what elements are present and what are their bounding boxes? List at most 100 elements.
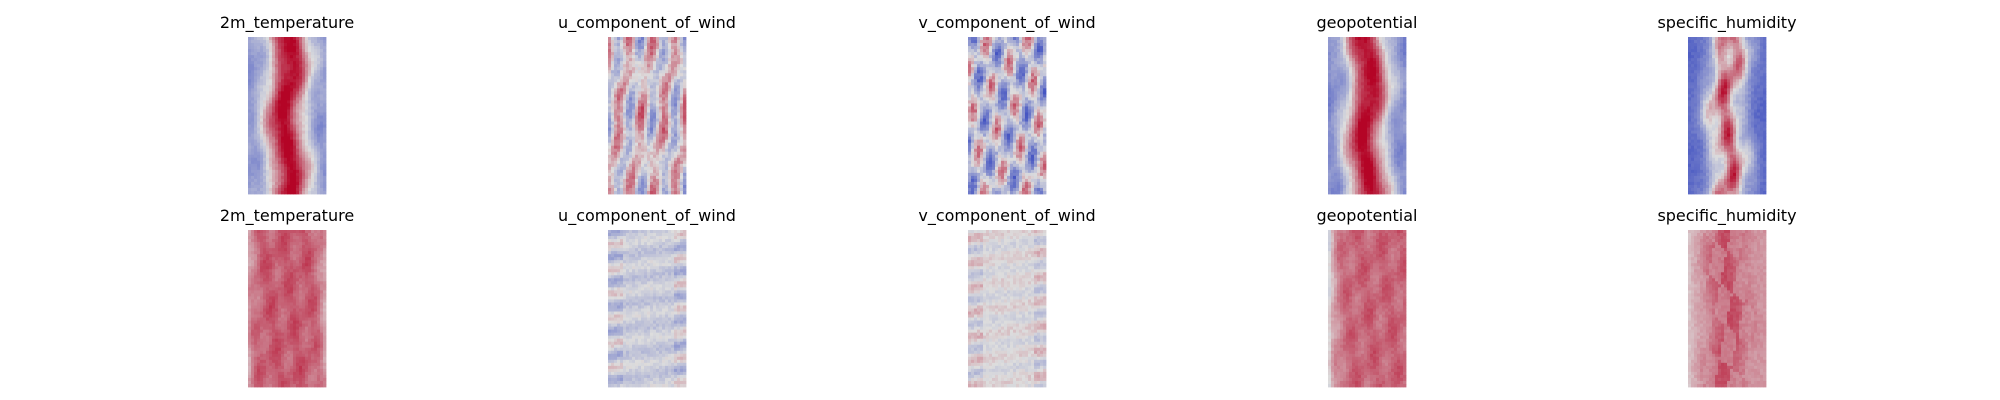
heatmap-cell (641, 130, 645, 135)
heatmap-cell (683, 40, 687, 44)
heatmap-cell (1013, 58, 1017, 62)
heatmap-cell (1001, 79, 1005, 83)
heatmap-cell (1379, 70, 1383, 74)
heatmap-cell (284, 109, 288, 113)
heatmap-cell (1397, 91, 1401, 95)
heatmap-cell (653, 85, 657, 89)
heatmap-cell (296, 94, 300, 98)
heatmap-cell (1391, 73, 1395, 77)
heatmap-cell (629, 115, 633, 119)
heatmap-cell (278, 106, 282, 110)
heatmap-cell (611, 106, 615, 110)
heatmap-cell (317, 88, 321, 92)
heatmap-cell (254, 124, 258, 128)
heatmap-cell (1334, 124, 1338, 128)
heatmap-cell (278, 49, 282, 53)
heatmap-cell (1019, 37, 1023, 41)
heatmap-cell (284, 130, 288, 135)
heatmap-cell (1343, 52, 1347, 56)
heatmap-cell (983, 157, 987, 162)
heatmap-cell (1346, 58, 1350, 62)
heatmap-cell (1352, 82, 1356, 86)
heatmap-cell (1334, 142, 1338, 147)
heatmap-cell (656, 151, 660, 156)
heatmap-cell (1040, 73, 1044, 77)
heatmap-cell (1022, 70, 1026, 74)
heatmap-cell (968, 37, 972, 41)
heatmap-cell (1340, 79, 1344, 83)
heatmap-cell (1340, 76, 1344, 80)
heatmap-cell (1394, 112, 1398, 116)
heatmap-cell (635, 169, 639, 174)
heatmap-cell (656, 79, 660, 83)
heatmap-cell (320, 103, 324, 107)
heatmap-cell (653, 94, 657, 98)
heatmap-cell (671, 64, 675, 68)
heatmap-cell (278, 40, 282, 44)
heatmap-cell (638, 91, 642, 95)
heatmap-cell (983, 79, 987, 83)
heatmap-cell (653, 187, 657, 192)
heatmap-cell (974, 79, 978, 83)
heatmap-cell (278, 124, 282, 128)
heatmap-cell (971, 169, 975, 174)
heatmap-cell (251, 43, 255, 47)
heatmap-cell (275, 124, 279, 128)
heatmap-cell (290, 154, 294, 159)
heatmap-cell (323, 151, 327, 156)
heatmap-cell (251, 145, 255, 150)
heatmap-cell (974, 172, 978, 177)
heatmap-cell (680, 187, 684, 192)
heatmap-cell (320, 43, 324, 47)
heatmap-cell (266, 127, 270, 131)
heatmap-cell (632, 73, 636, 77)
heatmap-cell (1367, 130, 1371, 135)
heatmap-cell (296, 58, 300, 62)
heatmap-cell (1382, 82, 1386, 86)
heatmap-cell (323, 94, 327, 98)
heatmap-cell (992, 79, 996, 83)
heatmap-cell (980, 37, 984, 41)
heatmap-cell (1031, 85, 1035, 89)
heatmap-cell (656, 148, 660, 153)
heatmap-cell (656, 130, 660, 135)
heatmap-cell (617, 49, 621, 53)
heatmap-cell (611, 145, 615, 150)
heatmap-cell (1358, 100, 1362, 104)
heatmap-cell (1328, 82, 1332, 86)
heatmap-cell (647, 157, 651, 162)
heatmap-cell (320, 88, 324, 92)
heatmap-cell (983, 142, 987, 147)
heatmap-cell (1022, 151, 1026, 156)
heatmap-cell (299, 88, 303, 92)
heatmap-cell (671, 40, 675, 44)
heatmap-cell (629, 52, 633, 56)
heatmap-cell (620, 58, 624, 62)
heatmap-cell (1034, 130, 1038, 135)
heatmap-cell (659, 172, 663, 177)
heatmap-cell (614, 175, 618, 180)
heatmap-cell (314, 184, 318, 189)
heatmap-cell (1391, 106, 1395, 110)
heatmap-cell (989, 79, 993, 83)
heatmap-cell (1034, 151, 1038, 156)
heatmap-cell (644, 91, 648, 95)
heatmap-cell (668, 133, 672, 138)
heatmap-cell (611, 148, 615, 153)
heatmap-cell (284, 121, 288, 125)
heatmap-cell (1334, 46, 1338, 50)
heatmap-cell (254, 103, 258, 107)
heatmap-cell (1370, 91, 1374, 95)
heatmap-cell (248, 160, 252, 165)
heatmap-cell (299, 76, 303, 80)
heatmap-cell (629, 163, 633, 168)
heatmap-cell (971, 37, 975, 41)
heatmap-cell (1037, 178, 1041, 183)
heatmap-cell (665, 148, 669, 153)
heatmap-cell (1379, 73, 1383, 77)
heatmap-cell (1373, 139, 1377, 144)
heatmap-cell (284, 67, 288, 71)
heatmap-cell (314, 112, 318, 116)
heatmap-cell (1394, 139, 1398, 144)
heatmap-cell (1007, 43, 1011, 47)
